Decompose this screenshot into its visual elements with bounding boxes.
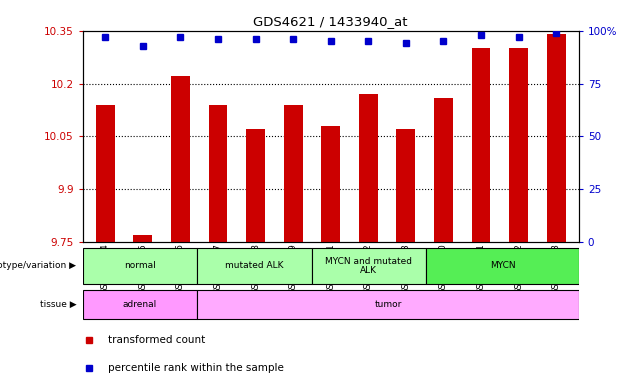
- Bar: [312, 248, 426, 284]
- Text: percentile rank within the sample: percentile rank within the sample: [108, 363, 284, 373]
- Title: GDS4621 / 1433940_at: GDS4621 / 1433940_at: [254, 15, 408, 28]
- Bar: [284, 105, 303, 242]
- Bar: [134, 235, 152, 242]
- Bar: [321, 126, 340, 242]
- Bar: [197, 290, 579, 319]
- Bar: [426, 248, 579, 284]
- Bar: [246, 129, 265, 242]
- Text: MYCN: MYCN: [490, 262, 515, 270]
- Text: adrenal: adrenal: [123, 300, 157, 309]
- Text: tissue ▶: tissue ▶: [39, 300, 76, 309]
- Text: transformed count: transformed count: [108, 335, 205, 345]
- Bar: [434, 98, 453, 242]
- Text: normal: normal: [124, 262, 156, 270]
- Bar: [472, 48, 490, 242]
- Text: genotype/variation ▶: genotype/variation ▶: [0, 262, 76, 270]
- Text: mutated ALK: mutated ALK: [225, 262, 284, 270]
- Bar: [197, 248, 312, 284]
- Bar: [171, 76, 190, 242]
- Bar: [547, 34, 565, 242]
- Bar: [509, 48, 528, 242]
- Bar: [359, 94, 378, 242]
- Text: tumor: tumor: [374, 300, 402, 309]
- Bar: [83, 248, 197, 284]
- Bar: [209, 105, 228, 242]
- Bar: [96, 105, 114, 242]
- Text: MYCN and mutated
ALK: MYCN and mutated ALK: [326, 257, 412, 275]
- Bar: [83, 290, 197, 319]
- Bar: [396, 129, 415, 242]
